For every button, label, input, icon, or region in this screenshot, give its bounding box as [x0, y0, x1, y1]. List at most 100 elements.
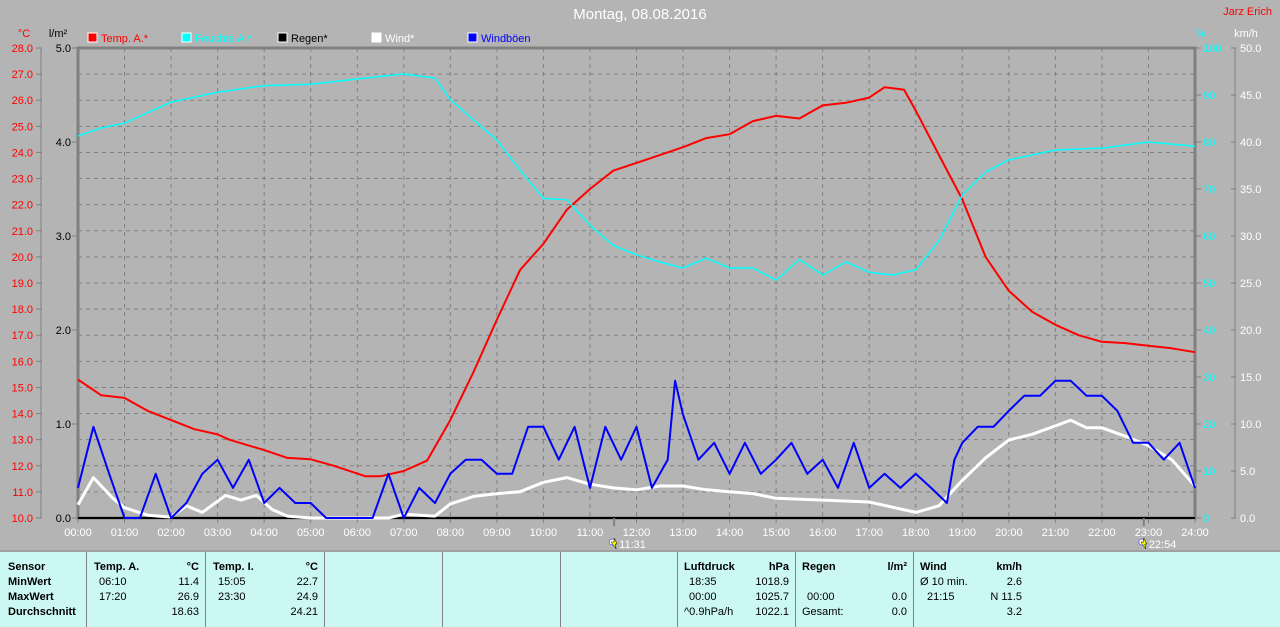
series-line-temp-a — [77, 86, 1196, 478]
x-tick-label: 05:00 — [297, 527, 325, 539]
humidity-tick-label: 100 — [1203, 43, 1221, 55]
lightning-icon — [610, 537, 618, 550]
x-tick-label: 01:00 — [111, 527, 139, 539]
x-tick-label: 23:00 — [1135, 527, 1163, 539]
x-tick-label: 06:00 — [343, 527, 371, 539]
legend-swatch — [371, 32, 382, 43]
x-tick-label: 04:00 — [250, 527, 278, 539]
pressure-max-time: 00:00 — [689, 591, 717, 603]
humidity-axis-unit: % — [1196, 28, 1206, 40]
humidity-tick-label: 30 — [1203, 372, 1215, 384]
rain-tick-label: 3.0 — [56, 231, 71, 243]
temp-tick-label: 13.0 — [12, 435, 33, 447]
max-label: MaxWert — [8, 591, 54, 603]
pressure-trend: ^0.9hPa/h — [684, 606, 734, 618]
temp-a-column: Temp. A. °C 06:10 11.4 17:20 26.9 18.63 — [87, 552, 206, 627]
legend-label: Feuchte A.* — [195, 33, 253, 45]
pressure-avg: 1022.1 — [755, 606, 789, 618]
statistics-panel: Sensor MinWert MaxWert Durchschnitt Temp… — [0, 550, 1280, 627]
legend-label: Wind* — [385, 33, 415, 45]
temp-tick-label: 23.0 — [12, 174, 33, 186]
x-tick-label: 11:00 — [577, 527, 604, 539]
sun-marker-icon — [608, 537, 618, 550]
temp-tick-label: 15.0 — [12, 382, 33, 394]
temp-tick-label: 24.0 — [12, 147, 33, 159]
rain-max: 0.0 — [891, 591, 907, 603]
wind-max: N 11.5 — [990, 591, 1022, 603]
x-tick-label: 08:00 — [437, 527, 465, 539]
temp-a-header: Temp. A. — [94, 561, 140, 573]
author-label: Jarz Erich — [1223, 6, 1272, 18]
min-label: MinWert — [8, 576, 52, 588]
legend-swatch — [181, 32, 192, 43]
temp-a-min-time: 06:10 — [99, 576, 127, 588]
rain-time: 00:00 — [807, 591, 835, 603]
wind-tick-label: 30.0 — [1240, 231, 1261, 243]
rain-tick-label: 4.0 — [56, 137, 71, 149]
x-tick-label: 22:00 — [1088, 527, 1116, 539]
chart-title: Montag, 08.08.2016 — [573, 6, 707, 23]
rain-unit: l/m² — [887, 561, 907, 573]
sensor-column: Sensor MinWert MaxWert Durchschnitt — [0, 552, 87, 627]
x-tick-label: 07:00 — [390, 527, 418, 539]
wind-tick-label: 15.0 — [1240, 372, 1261, 384]
empty-column — [561, 552, 678, 627]
temp-a-avg: 18.63 — [171, 606, 199, 618]
x-tick-label: 10:00 — [530, 527, 558, 539]
rain-tick-label: 0.0 — [56, 513, 71, 525]
wind-column: Wind km/h Ø 10 min. 2.6 21:15 N 11.5 3.2 — [914, 552, 1032, 627]
wind-tick-label: 5.0 — [1240, 466, 1255, 478]
humidity-tick-label: 40 — [1203, 325, 1215, 337]
temp-a-max-time: 17:20 — [99, 591, 127, 603]
pressure-header: Luftdruck — [684, 561, 735, 573]
x-tick-label: 00:00 — [64, 527, 92, 539]
temp-i-header: Temp. I. — [213, 561, 254, 573]
temp-tick-label: 18.0 — [12, 304, 33, 316]
humidity-tick-label: 60 — [1203, 231, 1215, 243]
wind-axis-unit: km/h — [1234, 28, 1258, 40]
humidity-tick-label: 0 — [1203, 513, 1209, 525]
x-tick-label: 15:00 — [762, 527, 790, 539]
wind-mean: 3.2 — [1006, 606, 1022, 618]
temp-a-unit: °C — [186, 561, 199, 573]
humidity-tick-label: 80 — [1203, 137, 1215, 149]
series-line-windböen — [77, 379, 1196, 519]
legend-label: Windböen — [481, 33, 531, 45]
rain-header: Regen — [802, 561, 836, 573]
empty-column — [443, 552, 561, 627]
temp-tick-label: 10.0 — [12, 513, 33, 525]
x-tick-label: 13:00 — [669, 527, 697, 539]
temp-tick-label: 26.0 — [12, 95, 33, 107]
sensor-header: Sensor — [8, 561, 46, 573]
temp-tick-label: 25.0 — [12, 121, 33, 133]
temp-tick-label: 28.0 — [12, 43, 33, 55]
rain-tick-label: 1.0 — [56, 419, 71, 431]
wind-tick-label: 0.0 — [1240, 513, 1255, 525]
weather-chart: 10.0 11.0 12.0 13.0 14.0 15.0 16.0 17.0 18.0 19.0… — [12, 28, 1262, 550]
x-tick-label: 14:00 — [716, 527, 744, 539]
legend-swatch — [467, 32, 478, 43]
avg-label: Durchschnitt — [8, 606, 76, 618]
empty-column — [325, 552, 443, 627]
pressure-min-time: 18:35 — [689, 576, 717, 588]
temp-i-column: Temp. I. °C 15:05 22.7 23:30 24.9 24.21 — [206, 552, 325, 627]
moon-marker-icon — [1138, 537, 1148, 550]
wind-max-time: 21:15 — [927, 591, 955, 603]
wind-avg: 2.6 — [1006, 576, 1022, 588]
x-tick-label: 20:00 — [995, 527, 1023, 539]
legend-label: Regen* — [291, 33, 328, 45]
x-tick-label: 17:00 — [855, 527, 883, 539]
temp-tick-label: 14.0 — [12, 409, 33, 421]
humidity-tick-label: 10 — [1203, 466, 1215, 478]
temp-tick-label: 27.0 — [12, 69, 33, 81]
temp-tick-label: 16.0 — [12, 356, 33, 368]
humidity-tick-label: 90 — [1203, 90, 1215, 102]
marker-label: 11:31 — [619, 539, 646, 550]
temp-a-min: 11.4 — [178, 576, 199, 588]
temp-i-avg: 24.21 — [290, 606, 318, 618]
wind-tick-label: 20.0 — [1240, 325, 1261, 337]
x-tick-label: 21:00 — [1042, 527, 1070, 539]
wind-avg-label: Ø 10 min. — [920, 576, 968, 588]
series-line-wind — [76, 418, 1197, 520]
pressure-max: 1025.7 — [755, 591, 789, 603]
